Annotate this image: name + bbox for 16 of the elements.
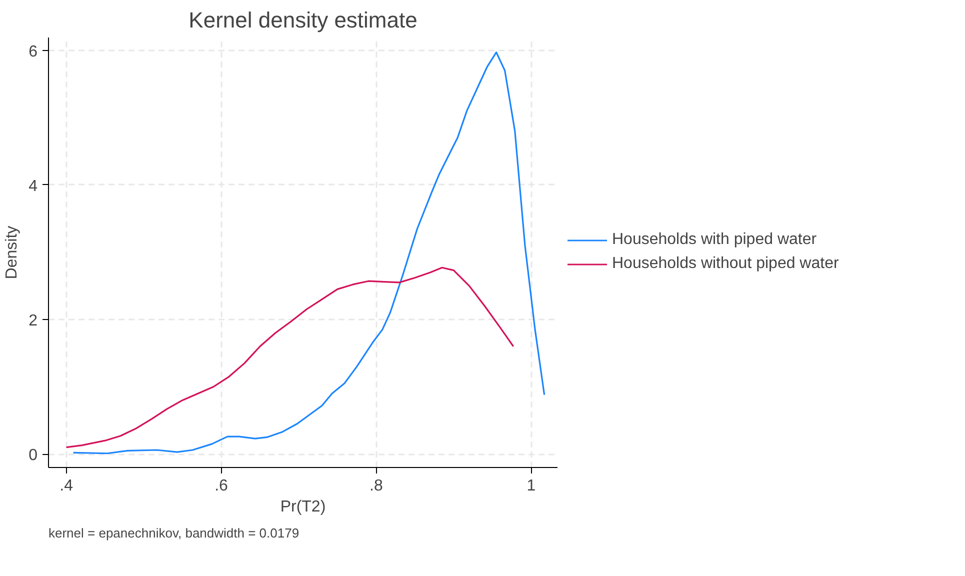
y-tick-label: 6 — [28, 43, 38, 60]
line-series — [66, 266, 514, 448]
y-tick-label: 4 — [28, 178, 38, 195]
x-tick-label: .8 — [370, 478, 383, 494]
legend-label: Households without piped water — [612, 255, 839, 273]
x-tick-label: 1 — [526, 478, 536, 494]
x-axis-title: Pr(T2) — [280, 498, 326, 516]
text: kernel = epanechnikov, bandwidth = 0.0179 — [48, 526, 300, 540]
x-tick-label: .4 — [60, 478, 74, 494]
legend-label: Households with piped water — [612, 231, 817, 249]
x-tick-label: .6 — [214, 478, 228, 494]
chart-title: Kernel density estimate — [188, 8, 418, 32]
y-tick-label: 2 — [28, 312, 38, 330]
y-axis-title: Density — [4, 226, 21, 280]
y-tick-label: 0 — [28, 447, 38, 464]
line-series — [72, 52, 546, 454]
